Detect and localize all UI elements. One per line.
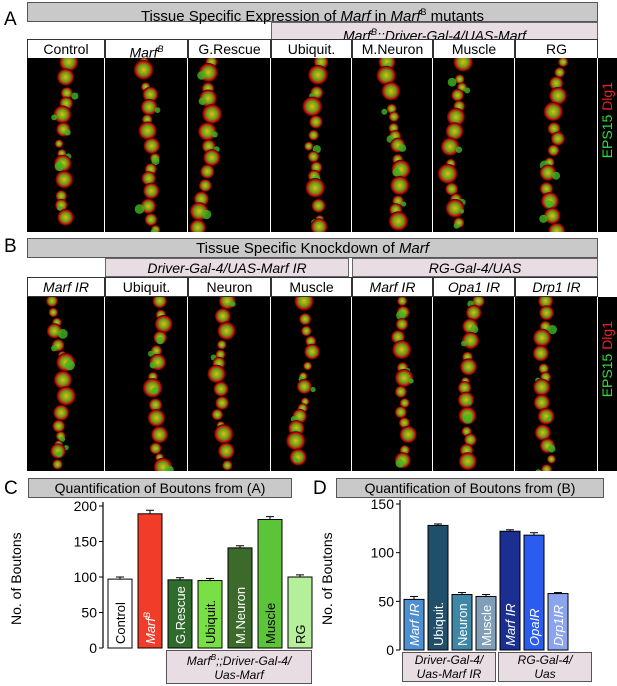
category-label-5: OpaIR	[527, 608, 542, 646]
panel-b-subbanner-driver: Driver-Gal-4/UAS-Marf IR	[105, 258, 349, 277]
bar-4	[227, 547, 253, 649]
category-label-2: G.Rescue	[173, 586, 188, 644]
panel-letter-d: D	[313, 478, 327, 499]
panel-b-stain-bar: EPS15 Dlg1	[598, 297, 617, 471]
panel-letter-c: C	[4, 478, 18, 499]
panel-b-micrograph-0	[27, 297, 105, 471]
panel-letter-a: A	[4, 9, 17, 30]
panel-a-micrograph-1	[105, 58, 188, 232]
chart-d-group-label-rg: RG-Gal-4/Uas	[498, 652, 592, 682]
panel-a-banner: Tissue Specific Expression of Marf in Ma…	[27, 2, 598, 25]
panel-a-micrograph-4	[352, 58, 433, 232]
panel-b-micrograph-3	[271, 297, 352, 471]
category-label-2: Neuron	[455, 603, 470, 646]
bar-2	[167, 579, 193, 649]
panel-b-micrograph-4	[352, 297, 433, 471]
panel-b-micrograph-5	[433, 297, 515, 471]
bar-1	[137, 513, 163, 649]
panel-b-subbanner-rg: RG-Gal-4/UAS	[352, 258, 598, 277]
panel-a-label-4: M.Neuron	[352, 39, 433, 59]
category-label-1: MarfB	[142, 612, 158, 644]
category-label-3: Ubiquit.	[203, 600, 218, 644]
panel-b-label-6: Drp1 IR	[515, 277, 598, 297]
panel-a-micrograph-5	[433, 58, 515, 232]
panel-b-label-4: Marf IR	[352, 277, 433, 297]
bar-0	[107, 578, 133, 649]
panel-b-label-3: Muscle	[271, 277, 352, 297]
panel-a-micrograph-3	[271, 58, 352, 232]
chart-d-group-label-driver: Driver-Gal-4/Uas-Marf IR	[402, 652, 496, 682]
panel-a-label-3: Ubiquit.	[271, 39, 352, 59]
panel-a-micrograph-2	[188, 58, 271, 232]
y-tick-label: 50	[378, 593, 394, 609]
panel-b-label-0: Marf IR	[27, 277, 105, 297]
panel-b-label-5: Opa1 IR	[433, 277, 515, 297]
category-label-4: Marf IR	[503, 603, 518, 646]
y-tick-label: 150	[371, 496, 395, 512]
panel-d-title: Quantification of Boutons from (B)	[336, 478, 604, 498]
panel-c-title: Quantification of Boutons from (A)	[28, 478, 292, 498]
panel-b-banner: Tissue Specific Knockdown of Marf	[27, 238, 598, 258]
y-tick-label: 200	[74, 498, 98, 514]
bar-3	[197, 580, 223, 649]
y-tick-label: 100	[74, 569, 98, 585]
category-label-1: Ubiquit.	[431, 602, 446, 646]
category-label-0: Control	[113, 602, 128, 644]
panel-a-label-1: MarfB	[105, 39, 188, 61]
y-tick-label: 0	[89, 640, 97, 656]
panel-b-label-2: Neuron	[188, 277, 271, 297]
y-tick-label: 150	[74, 534, 98, 550]
y-tick-label: 50	[81, 605, 97, 621]
panel-b-micrograph-6	[515, 297, 598, 471]
category-label-5: Muscle	[263, 603, 278, 644]
panel-a-label-2: G.Rescue	[188, 39, 271, 59]
y-tick-label: 0	[386, 642, 394, 658]
y-tick-label: 100	[371, 545, 395, 561]
category-label-6: Drp1IR	[551, 605, 566, 646]
panel-a-micrograph-6	[515, 58, 598, 232]
panel-a-micrograph-0	[27, 58, 105, 232]
panel-b-micrograph-2	[188, 297, 271, 471]
category-label-6: RG	[293, 625, 308, 645]
panel-a-stain-bar: EPS15 Dlg1	[598, 58, 617, 232]
category-label-4: M.Neuron	[233, 587, 248, 644]
panel-b-micrograph-1	[105, 297, 188, 471]
panel-b-label-1: Ubiquit.	[105, 277, 188, 297]
chart-c-group-label: MarfB;;Driver-Gal-4/ Uas-Marf	[166, 650, 312, 684]
panel-letter-b: B	[4, 236, 17, 257]
category-label-3: Muscle	[479, 605, 494, 646]
category-label-0: Marf IR	[407, 603, 422, 646]
